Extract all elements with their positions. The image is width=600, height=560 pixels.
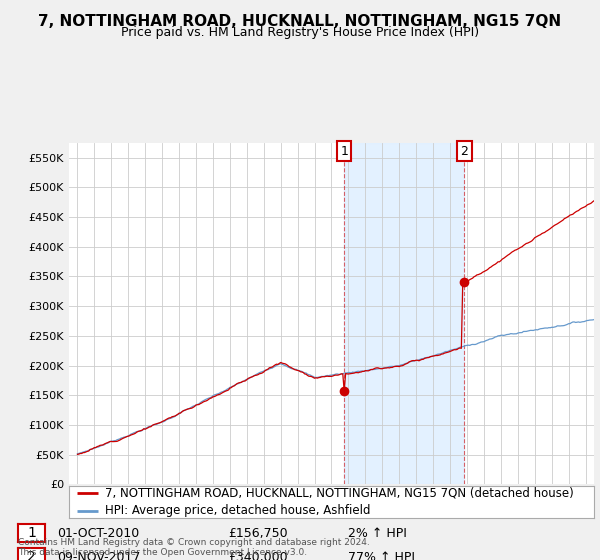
Text: £340,000: £340,000 xyxy=(228,550,287,560)
Text: 09-NOV-2017: 09-NOV-2017 xyxy=(57,550,140,560)
Text: 77% ↑ HPI: 77% ↑ HPI xyxy=(348,550,415,560)
Text: Contains HM Land Registry data © Crown copyright and database right 2024.
This d: Contains HM Land Registry data © Crown c… xyxy=(18,538,370,557)
Text: Price paid vs. HM Land Registry's House Price Index (HPI): Price paid vs. HM Land Registry's House … xyxy=(121,26,479,39)
Text: 01-OCT-2010: 01-OCT-2010 xyxy=(57,526,139,540)
Text: 7, NOTTINGHAM ROAD, HUCKNALL, NOTTINGHAM, NG15 7QN: 7, NOTTINGHAM ROAD, HUCKNALL, NOTTINGHAM… xyxy=(38,14,562,29)
Text: HPI: Average price, detached house, Ashfield: HPI: Average price, detached house, Ashf… xyxy=(105,505,370,517)
Text: 7, NOTTINGHAM ROAD, HUCKNALL, NOTTINGHAM, NG15 7QN (detached house): 7, NOTTINGHAM ROAD, HUCKNALL, NOTTINGHAM… xyxy=(105,487,574,500)
Text: 1: 1 xyxy=(340,144,348,157)
Text: £156,750: £156,750 xyxy=(228,526,287,540)
Text: 2: 2 xyxy=(461,144,469,157)
Bar xyxy=(344,143,464,484)
Text: 2: 2 xyxy=(27,550,36,560)
Text: 2% ↑ HPI: 2% ↑ HPI xyxy=(348,526,407,540)
Text: 1: 1 xyxy=(27,526,36,540)
